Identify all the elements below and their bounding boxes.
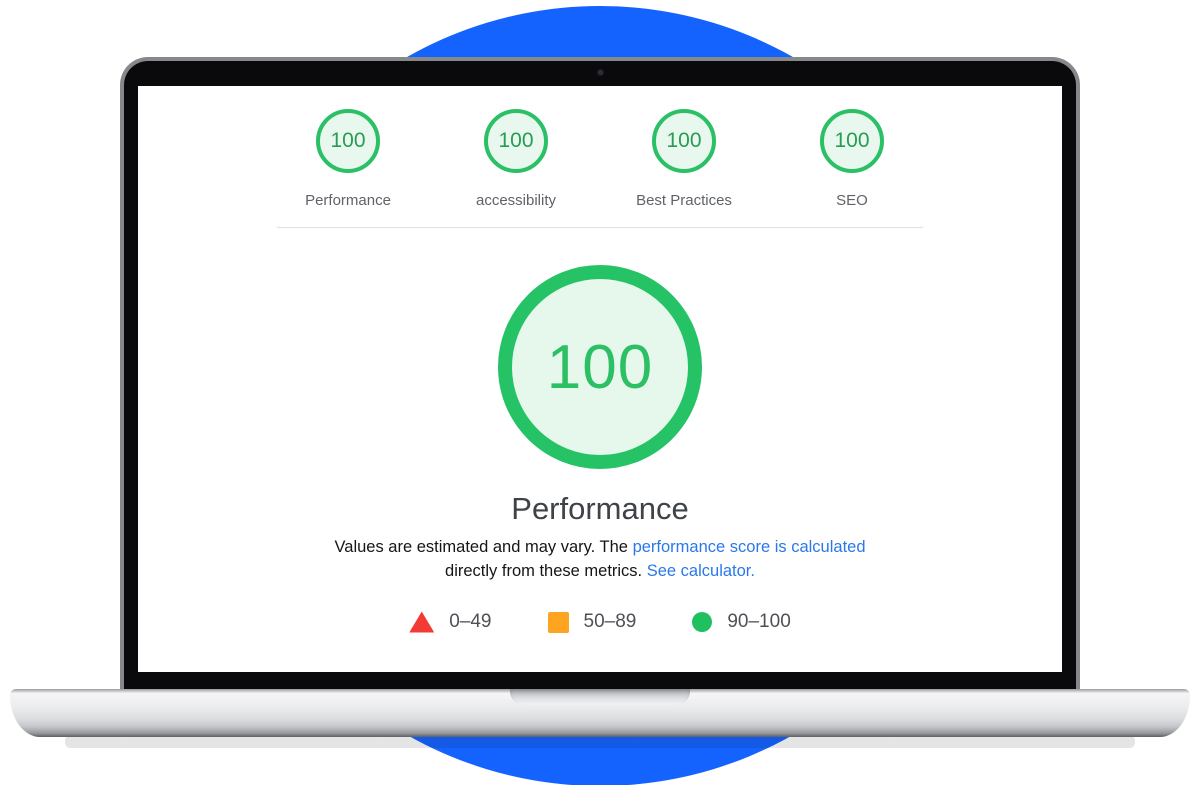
score-circle: 100 xyxy=(484,109,548,173)
gauge-score-value: 100 xyxy=(546,332,654,402)
score-circle: 100 xyxy=(652,109,716,173)
score-value: 100 xyxy=(834,129,870,152)
performance-gauge: 100 xyxy=(498,265,702,469)
score-value: 100 xyxy=(666,129,702,152)
webcam-icon xyxy=(597,70,603,75)
laptop-screen-bezel: 100 Performance 100 accessibility 100 Be… xyxy=(120,57,1080,690)
legend-item-fail: 0–49 xyxy=(409,611,492,633)
category-label: accessibility xyxy=(475,192,557,209)
score-value: 100 xyxy=(498,129,534,152)
description-text: Values are estimated and may vary. The xyxy=(334,538,633,556)
fail-triangle-icon xyxy=(409,611,435,633)
laptop-base xyxy=(10,689,1190,737)
gauge-title: Performance xyxy=(511,491,689,526)
average-square-icon xyxy=(547,611,569,633)
legend-item-average: 50–89 xyxy=(547,611,637,633)
category-label: SEO xyxy=(836,192,868,209)
category-label: Performance xyxy=(305,192,391,209)
lighthouse-report: 100 Performance 100 accessibility 100 Be… xyxy=(138,86,1062,672)
description-text: directly from these metrics. xyxy=(445,561,647,580)
calculation-link[interactable]: performance score is calculated xyxy=(632,538,866,556)
pass-circle-icon xyxy=(692,612,713,632)
score-circle: 100 xyxy=(316,109,380,173)
category-performance[interactable]: 100 Performance xyxy=(283,109,413,209)
score-legend: 0–49 50–89 90–100 xyxy=(138,611,1062,633)
score-description: Values are estimated and may vary. The p… xyxy=(310,536,890,583)
legend-range: 0–49 xyxy=(449,611,492,632)
see-calculator-link[interactable]: See calculator. xyxy=(646,561,755,580)
category-label: Best Practices xyxy=(636,192,732,209)
category-seo[interactable]: 100 SEO xyxy=(787,109,917,209)
score-circle: 100 xyxy=(820,109,884,173)
section-divider xyxy=(277,227,923,228)
category-best-practices[interactable]: 100 Best Practices xyxy=(619,109,749,209)
legend-item-pass: 90–100 xyxy=(692,611,791,633)
score-value: 100 xyxy=(330,129,366,152)
category-score-row: 100 Performance 100 accessibility 100 Be… xyxy=(138,109,1062,209)
laptop-base-notch xyxy=(510,689,690,705)
legend-range: 90–100 xyxy=(727,611,791,632)
legend-range: 50–89 xyxy=(583,611,637,632)
laptop-shadow xyxy=(65,737,1135,748)
category-accessibility[interactable]: 100 accessibility xyxy=(451,109,581,209)
